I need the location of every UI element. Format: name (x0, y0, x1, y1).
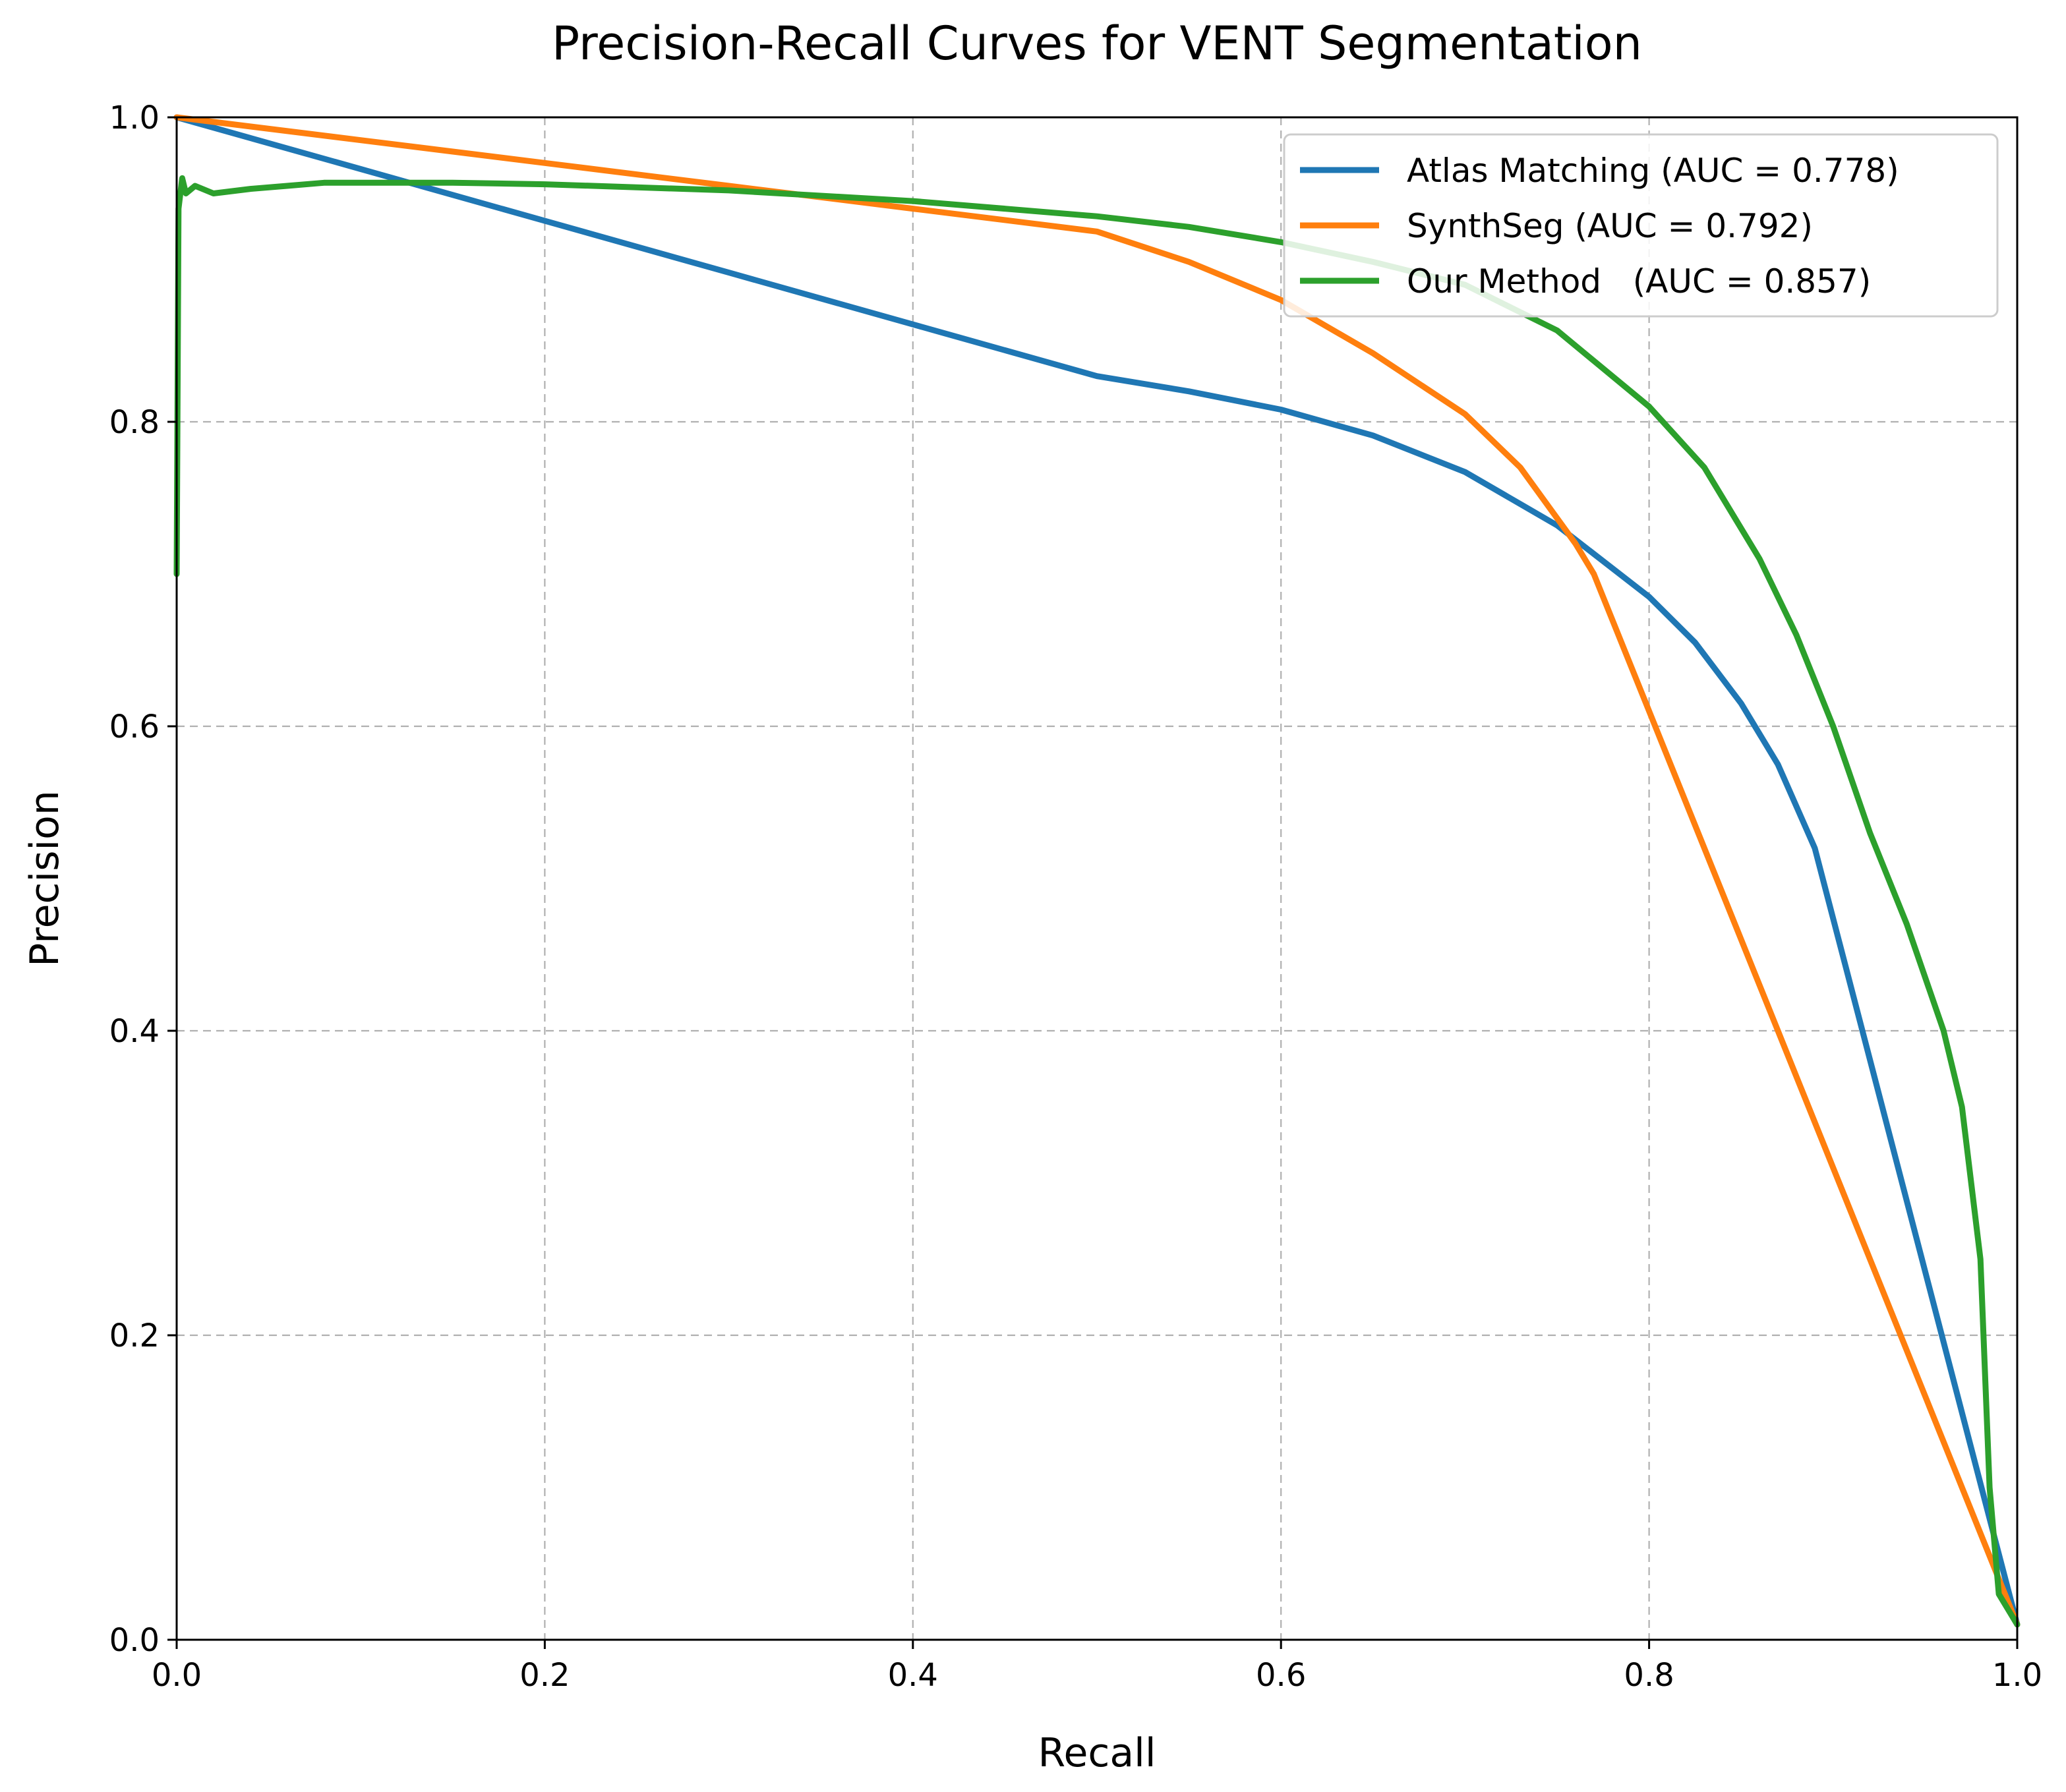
x-axis-label: Recall (1038, 1730, 1156, 1776)
legend-label: SynthSeg (AUC = 0.792) (1407, 207, 1813, 245)
y-axis-label: Precision (22, 790, 68, 967)
chart-title: Precision-Recall Curves for VENT Segment… (552, 16, 1642, 71)
x-tick-label: 1.0 (1992, 1657, 2042, 1694)
series-layer (173, 114, 2021, 1628)
x-tick-label: 0.0 (152, 1657, 202, 1694)
axis-ticks: 0.0 0.2 0.4 0.6 0.8 1.0 0.0 0.2 0.4 0.6 0.8 1.0 (109, 100, 2043, 1694)
legend: Atlas Matching (AUC = 0.778) SynthSeg (AU… (1283, 133, 1999, 318)
legend-label: Atlas Matching (AUC = 0.778) (1407, 152, 1899, 190)
y-tick-label: 0.2 (109, 1317, 160, 1354)
legend-box (1283, 133, 1999, 318)
x-tick-label: 0.8 (1624, 1657, 1674, 1694)
y-tick-label: 0.8 (109, 404, 160, 441)
y-tick-label: 0.0 (109, 1622, 160, 1659)
series-line-1 (173, 114, 2021, 1628)
series-line-2 (173, 114, 2021, 1628)
axes-frame (175, 116, 2019, 1641)
series-line-3 (173, 175, 2021, 1628)
x-tick-label: 0.2 (519, 1657, 570, 1694)
y-tick-label: 0.4 (109, 1013, 160, 1050)
x-tick-label: 0.4 (888, 1657, 938, 1694)
legend-label: Our Method (AUC = 0.857) (1407, 262, 1871, 301)
y-tick-label: 1.0 (109, 100, 160, 136)
y-tick-label: 0.6 (109, 708, 160, 745)
x-tick-label: 0.6 (1256, 1657, 1306, 1694)
